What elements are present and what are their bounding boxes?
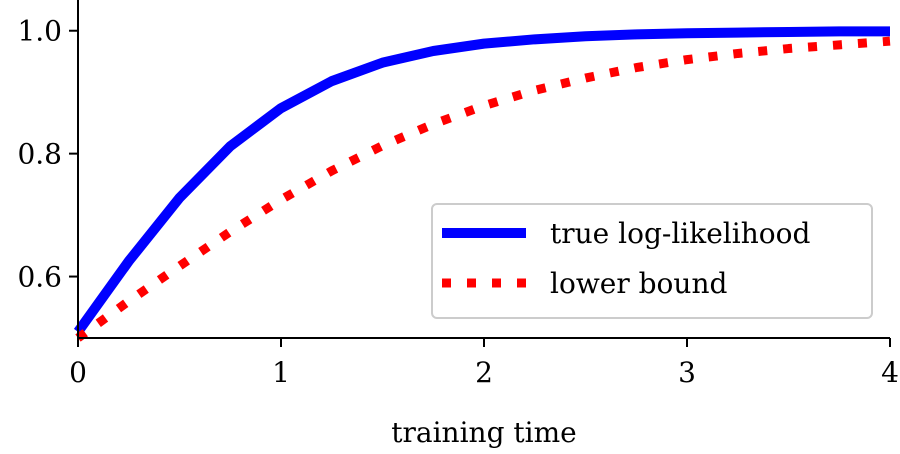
legend-label-0: true log-likelihood [550, 217, 810, 250]
y-tick-label-0: 0.6 [17, 261, 62, 294]
legend-box [431, 203, 873, 319]
y-tick-label-1: 0.8 [17, 138, 62, 171]
legend: true log-likelihood lower bound [431, 203, 873, 319]
x-axis-ticks: 0 1 2 3 4 [69, 338, 899, 389]
x-tick-label-4: 4 [881, 356, 899, 389]
x-tick-label-0: 0 [69, 356, 87, 389]
plot-lines [73, 26, 891, 342]
legend-label-1: lower bound [550, 267, 727, 300]
y-tick-label-2: 1.0 [17, 15, 62, 48]
y-axis-ticks: 0.6 0.8 1.0 [17, 15, 78, 294]
x-tick-label-3: 3 [678, 356, 696, 389]
x-axis-label: training time [391, 416, 576, 449]
x-tick-label-2: 2 [475, 356, 493, 389]
series-line-0 [73, 26, 890, 335]
x-tick-label-1: 1 [272, 356, 290, 389]
